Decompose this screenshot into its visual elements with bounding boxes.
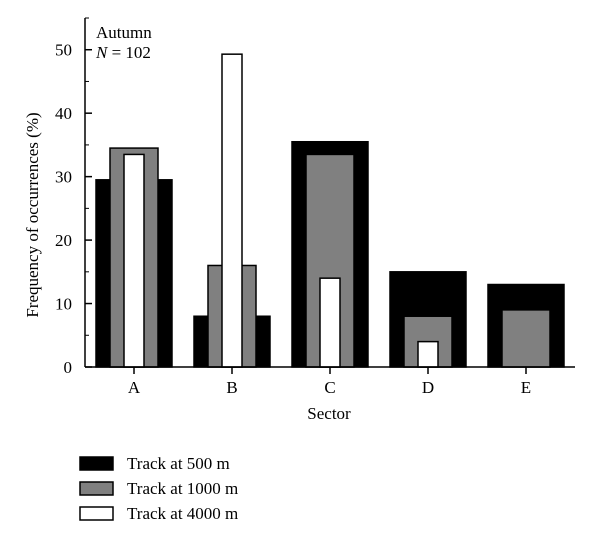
y-tick-label: 30 — [55, 168, 72, 187]
bar-d-series-3 — [417, 340, 439, 368]
x-tick-label-d: D — [422, 378, 434, 397]
y-axis-label: Frequency of occurrences (%) — [23, 112, 42, 317]
bar-b-series-3 — [221, 53, 243, 368]
x-tick-label-e: E — [521, 378, 531, 397]
y-tick-label: 0 — [64, 358, 73, 377]
y-tick-label: 40 — [55, 104, 72, 123]
legend-label-1: Track at 500 m — [127, 454, 230, 473]
x-tick-label-a: A — [128, 378, 141, 397]
x-tick-label-c: C — [324, 378, 335, 397]
legend-swatch-1 — [79, 456, 114, 471]
bar-a-series-3 — [123, 153, 145, 368]
chart-title: Autumn — [96, 23, 152, 42]
legend-swatch-3 — [79, 506, 114, 521]
y-tick-label: 50 — [55, 41, 72, 60]
legend-swatch-2 — [79, 481, 114, 496]
y-tick-label: 20 — [55, 231, 72, 250]
n-value: = 102 — [112, 43, 151, 62]
x-axis-label: Sector — [307, 404, 351, 423]
legend-label-2: Track at 1000 m — [127, 479, 238, 498]
y-tick-label: 10 — [55, 295, 72, 314]
x-tick-label-b: B — [226, 378, 237, 397]
legend-label-3: Track at 4000 m — [127, 504, 238, 523]
bar-e-series-2 — [501, 309, 551, 368]
bars-layer — [95, 53, 565, 368]
legend: Track at 500 m Track at 1000 m Track at 40… — [79, 454, 238, 523]
chart-subtitle: N = 102 — [95, 43, 151, 62]
n-symbol: N — [95, 43, 109, 62]
axes-layer: 0 10 20 30 40 50 A B C D E — [55, 17, 575, 397]
bar-c-series-3 — [319, 277, 341, 368]
